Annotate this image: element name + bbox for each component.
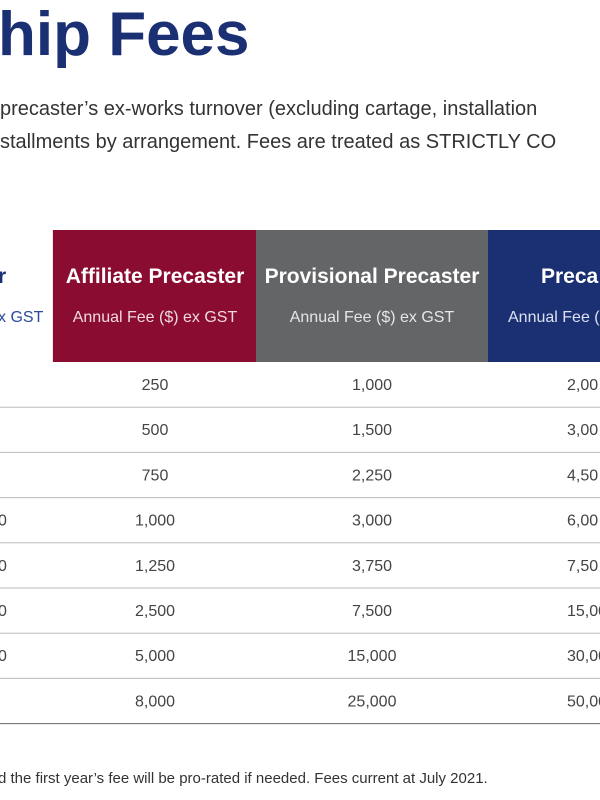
table-cell: 250 — [142, 377, 169, 394]
table-cell: 0 — [0, 513, 7, 530]
column-title: r — [0, 265, 6, 288]
table-cell: 0 — [0, 648, 7, 665]
table-cell: 15,00 — [567, 603, 600, 620]
table-cell: 15,000 — [348, 648, 397, 665]
header-cell — [256, 230, 488, 362]
column-subtitle: Annual Fee ( — [508, 309, 600, 326]
table-cell: 6,00 — [567, 513, 598, 530]
header-cell — [53, 230, 256, 362]
table-cell: 750 — [142, 467, 169, 484]
table-cell: 2,00 — [567, 377, 598, 394]
table-cell: 2,500 — [135, 603, 175, 620]
column-title: Provisional Precaster — [265, 265, 480, 288]
page-title: hip Fees — [0, 0, 250, 69]
table-cell: 0 — [0, 558, 7, 575]
column-subtitle: x GST — [0, 309, 44, 326]
header-cell — [488, 230, 600, 362]
table-cell: 0 — [0, 603, 7, 620]
table-cell: 5,000 — [135, 648, 175, 665]
table-cell: 2,250 — [352, 467, 392, 484]
table-cell: 3,00 — [567, 422, 598, 439]
table-cell: 25,000 — [348, 693, 397, 710]
intro-line: stallments by arrangement. Fees are trea… — [0, 131, 556, 153]
table-cell: 1,500 — [352, 422, 392, 439]
table-cell: 8,000 — [135, 693, 175, 710]
table-cell: 30,00 — [567, 648, 600, 665]
table-cell: 3,750 — [352, 558, 392, 575]
column-subtitle: Annual Fee ($) ex GST — [290, 309, 455, 326]
table-cell: 50,00 — [567, 693, 600, 710]
table-cell: 7,50 — [567, 558, 598, 575]
table-cell: 3,000 — [352, 513, 392, 530]
intro-line: precaster’s ex-works turnover (excluding… — [0, 98, 537, 120]
table-cell: 1,000 — [352, 377, 392, 394]
column-title: Affiliate Precaster — [66, 265, 245, 288]
table-cell: 4,50 — [567, 467, 598, 484]
column-title: Preca — [541, 265, 599, 288]
column-subtitle: Annual Fee ($) ex GST — [73, 309, 238, 326]
table-cell: 7,500 — [352, 603, 392, 620]
header-cell — [0, 230, 53, 362]
footnote: d the first year’s fee will be pro-rated… — [0, 770, 488, 787]
table-cell: 500 — [142, 422, 169, 439]
table-cell: 1,250 — [135, 558, 175, 575]
table-cell: 1,000 — [135, 513, 175, 530]
